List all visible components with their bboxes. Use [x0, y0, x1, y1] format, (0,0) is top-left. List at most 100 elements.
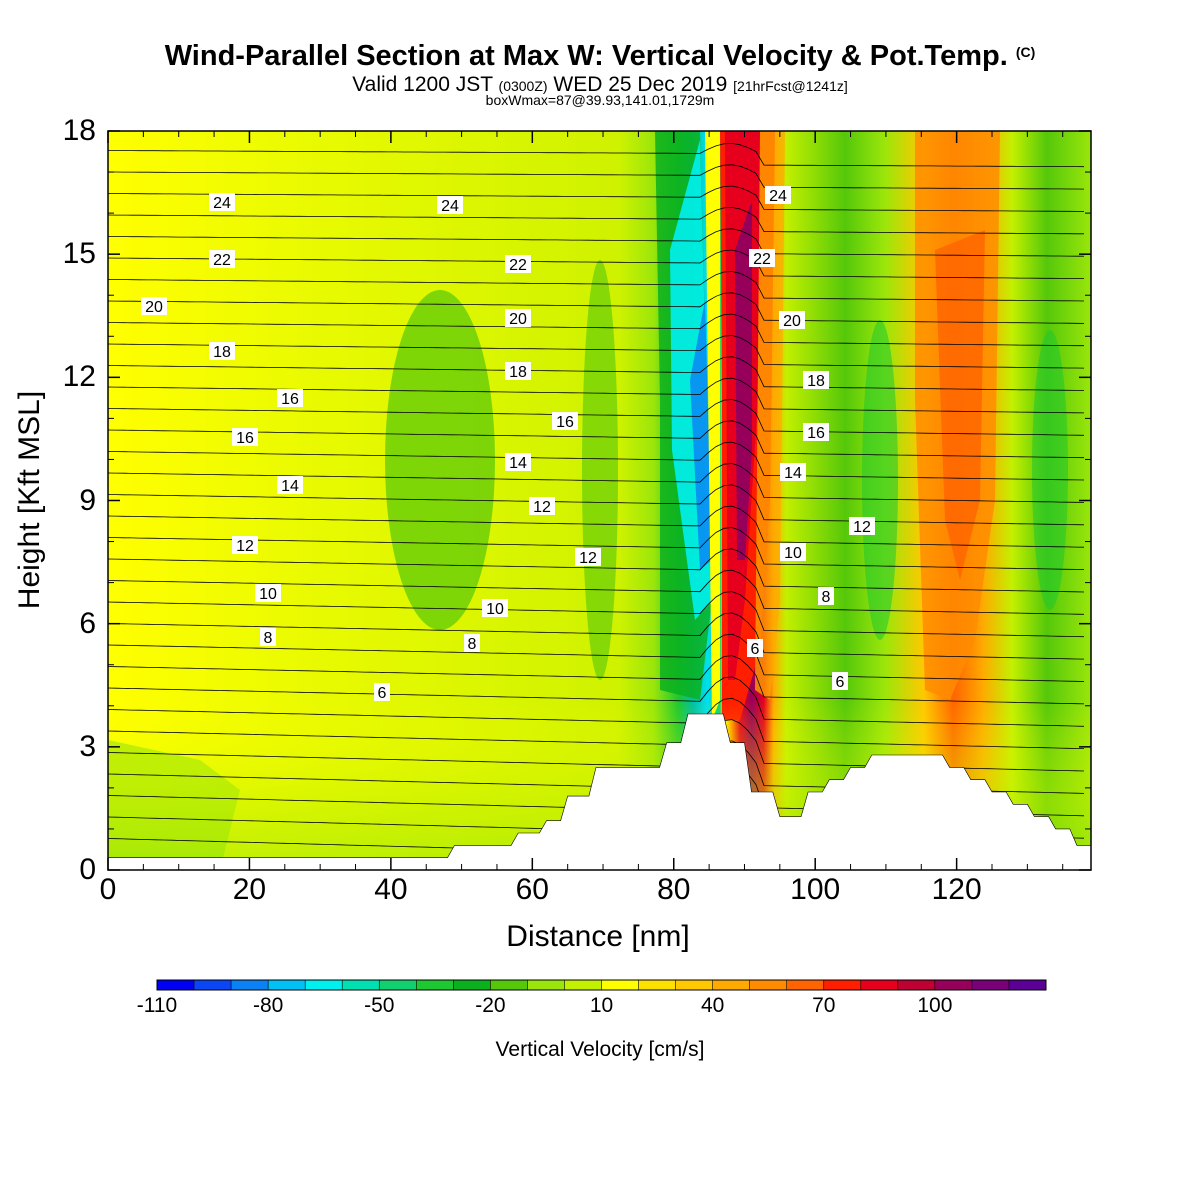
isentrope-line [108, 377, 1085, 414]
y-tick-label: 15 [62, 237, 96, 271]
colorbar-title: Vertical Velocity [cm/s] [495, 1038, 705, 1061]
isentrope-line [108, 591, 1085, 638]
contour-label-box [437, 196, 463, 214]
isentrope-line [108, 484, 1085, 526]
contour-label: 8 [468, 636, 477, 653]
colorbar-swatch [823, 980, 862, 990]
x-tick-label: 100 [790, 873, 841, 906]
contour-label: 18 [509, 364, 527, 381]
isentrope-line [108, 612, 1085, 660]
contour-label: 12 [533, 499, 551, 516]
isentrope-line [108, 441, 1085, 481]
contour-label-box [374, 683, 390, 701]
colorbar-swatch [749, 980, 788, 990]
contour-label: 12 [236, 538, 254, 555]
colorbar-tick-label: 100 [917, 994, 953, 1017]
colorbar-swatch [527, 980, 565, 990]
chart-subtitle-2: boxWmax=87@39.93,141.01,1729m [485, 92, 715, 108]
isentrope-line [108, 697, 1085, 749]
colorbar-swatch [601, 980, 639, 990]
contour-label-box [552, 412, 578, 430]
isentrope-line [108, 292, 1085, 324]
colorbar-swatch [342, 980, 380, 990]
colorbar-swatch [860, 980, 899, 990]
contour-labels: 24 24 24 22 22 22 20 20 20 18 18 18 16 16 16 16 14 14 14 12… [141, 186, 875, 702]
isentrope-line [108, 249, 1085, 279]
vertical-velocity-field [108, 131, 1091, 870]
isentrope-line [108, 676, 1085, 727]
colorbar-swatch [712, 980, 750, 990]
colorbar-swatch [934, 980, 973, 990]
isentrope-line [108, 463, 1085, 503]
colorbar-tick-label: -110 [136, 994, 178, 1017]
contour-label-box [575, 548, 601, 566]
contour-label: 20 [783, 313, 801, 330]
isentrope-line [108, 271, 1085, 302]
y-tick-label: 0 [79, 853, 96, 886]
contour-label-box [505, 255, 531, 273]
terrain-mask [107, 713, 1092, 871]
isentrope-line [108, 185, 1084, 212]
colorbar-swatch [675, 980, 713, 990]
contour-label: 22 [509, 257, 527, 274]
x-tick-label: 40 [374, 873, 408, 906]
contour-label-box [780, 463, 806, 481]
isentrope-line [108, 548, 1085, 593]
contour-label: 18 [807, 373, 825, 390]
contour-label-box [277, 476, 303, 494]
contour-label: 6 [836, 674, 845, 691]
contour-label: 6 [378, 685, 387, 702]
colorbar-swatch [786, 980, 825, 990]
contour-label-box [780, 543, 806, 561]
x-tick-label: 80 [657, 873, 691, 906]
colorbar [156, 979, 1047, 991]
isentrope-line [108, 206, 1084, 235]
contour-label: 18 [213, 344, 231, 361]
contour-label-box [779, 311, 805, 329]
y-tick-label: 18 [62, 114, 96, 147]
isentrope-line [108, 399, 1085, 436]
x-tick-label: 0 [99, 873, 117, 906]
colorbar-swatch [379, 980, 417, 990]
colorbar-swatch [490, 980, 528, 990]
contour-label: 24 [769, 188, 787, 205]
contour-label: 22 [753, 251, 771, 268]
contour-label: 22 [213, 252, 231, 269]
contour-label: 16 [556, 414, 574, 431]
colorbar-swatch [453, 980, 491, 990]
colorbar-swatch [416, 980, 454, 990]
colorbar-swatch [564, 980, 602, 990]
contour-label-box [482, 599, 508, 617]
isentrope-line [108, 569, 1085, 615]
colorbar-tick-label: 70 [812, 994, 836, 1017]
contour-label-box [749, 249, 775, 267]
contour-label: 14 [281, 478, 299, 495]
isentrope-line [108, 313, 1084, 347]
contour-label-box [505, 453, 531, 471]
colorbar-swatch [157, 980, 195, 990]
contour-label: 14 [509, 455, 527, 472]
x-tick-label: 60 [515, 873, 549, 906]
chart-subtitle: Valid 1200 JST (0300Z) WED 25 Dec 2019 [… [352, 73, 848, 96]
contour-label: 10 [784, 545, 802, 562]
contour-label-box [529, 497, 555, 515]
contour-label-box [232, 536, 258, 554]
contour-label: 6 [751, 641, 760, 658]
contour-label: 8 [264, 630, 273, 647]
contour-label-box [505, 362, 531, 380]
colorbar-swatch [1008, 980, 1047, 990]
x-tick-label: 120 [931, 873, 982, 906]
contour-label-box [803, 371, 829, 389]
y-tick-label: 12 [62, 360, 96, 394]
colorbar-swatch [194, 980, 232, 990]
contour-label-box [209, 342, 235, 360]
colorbar-swatch [305, 980, 343, 990]
isentrope-line [108, 420, 1085, 459]
contour-label: 24 [213, 195, 231, 212]
contour-label: 20 [509, 311, 527, 328]
contour-label-box [232, 428, 258, 446]
contour-label-box [277, 389, 303, 407]
isentrope-line [108, 228, 1084, 257]
x-axis-label: Distance [nm] [506, 920, 690, 953]
contour-label: 24 [441, 198, 459, 215]
